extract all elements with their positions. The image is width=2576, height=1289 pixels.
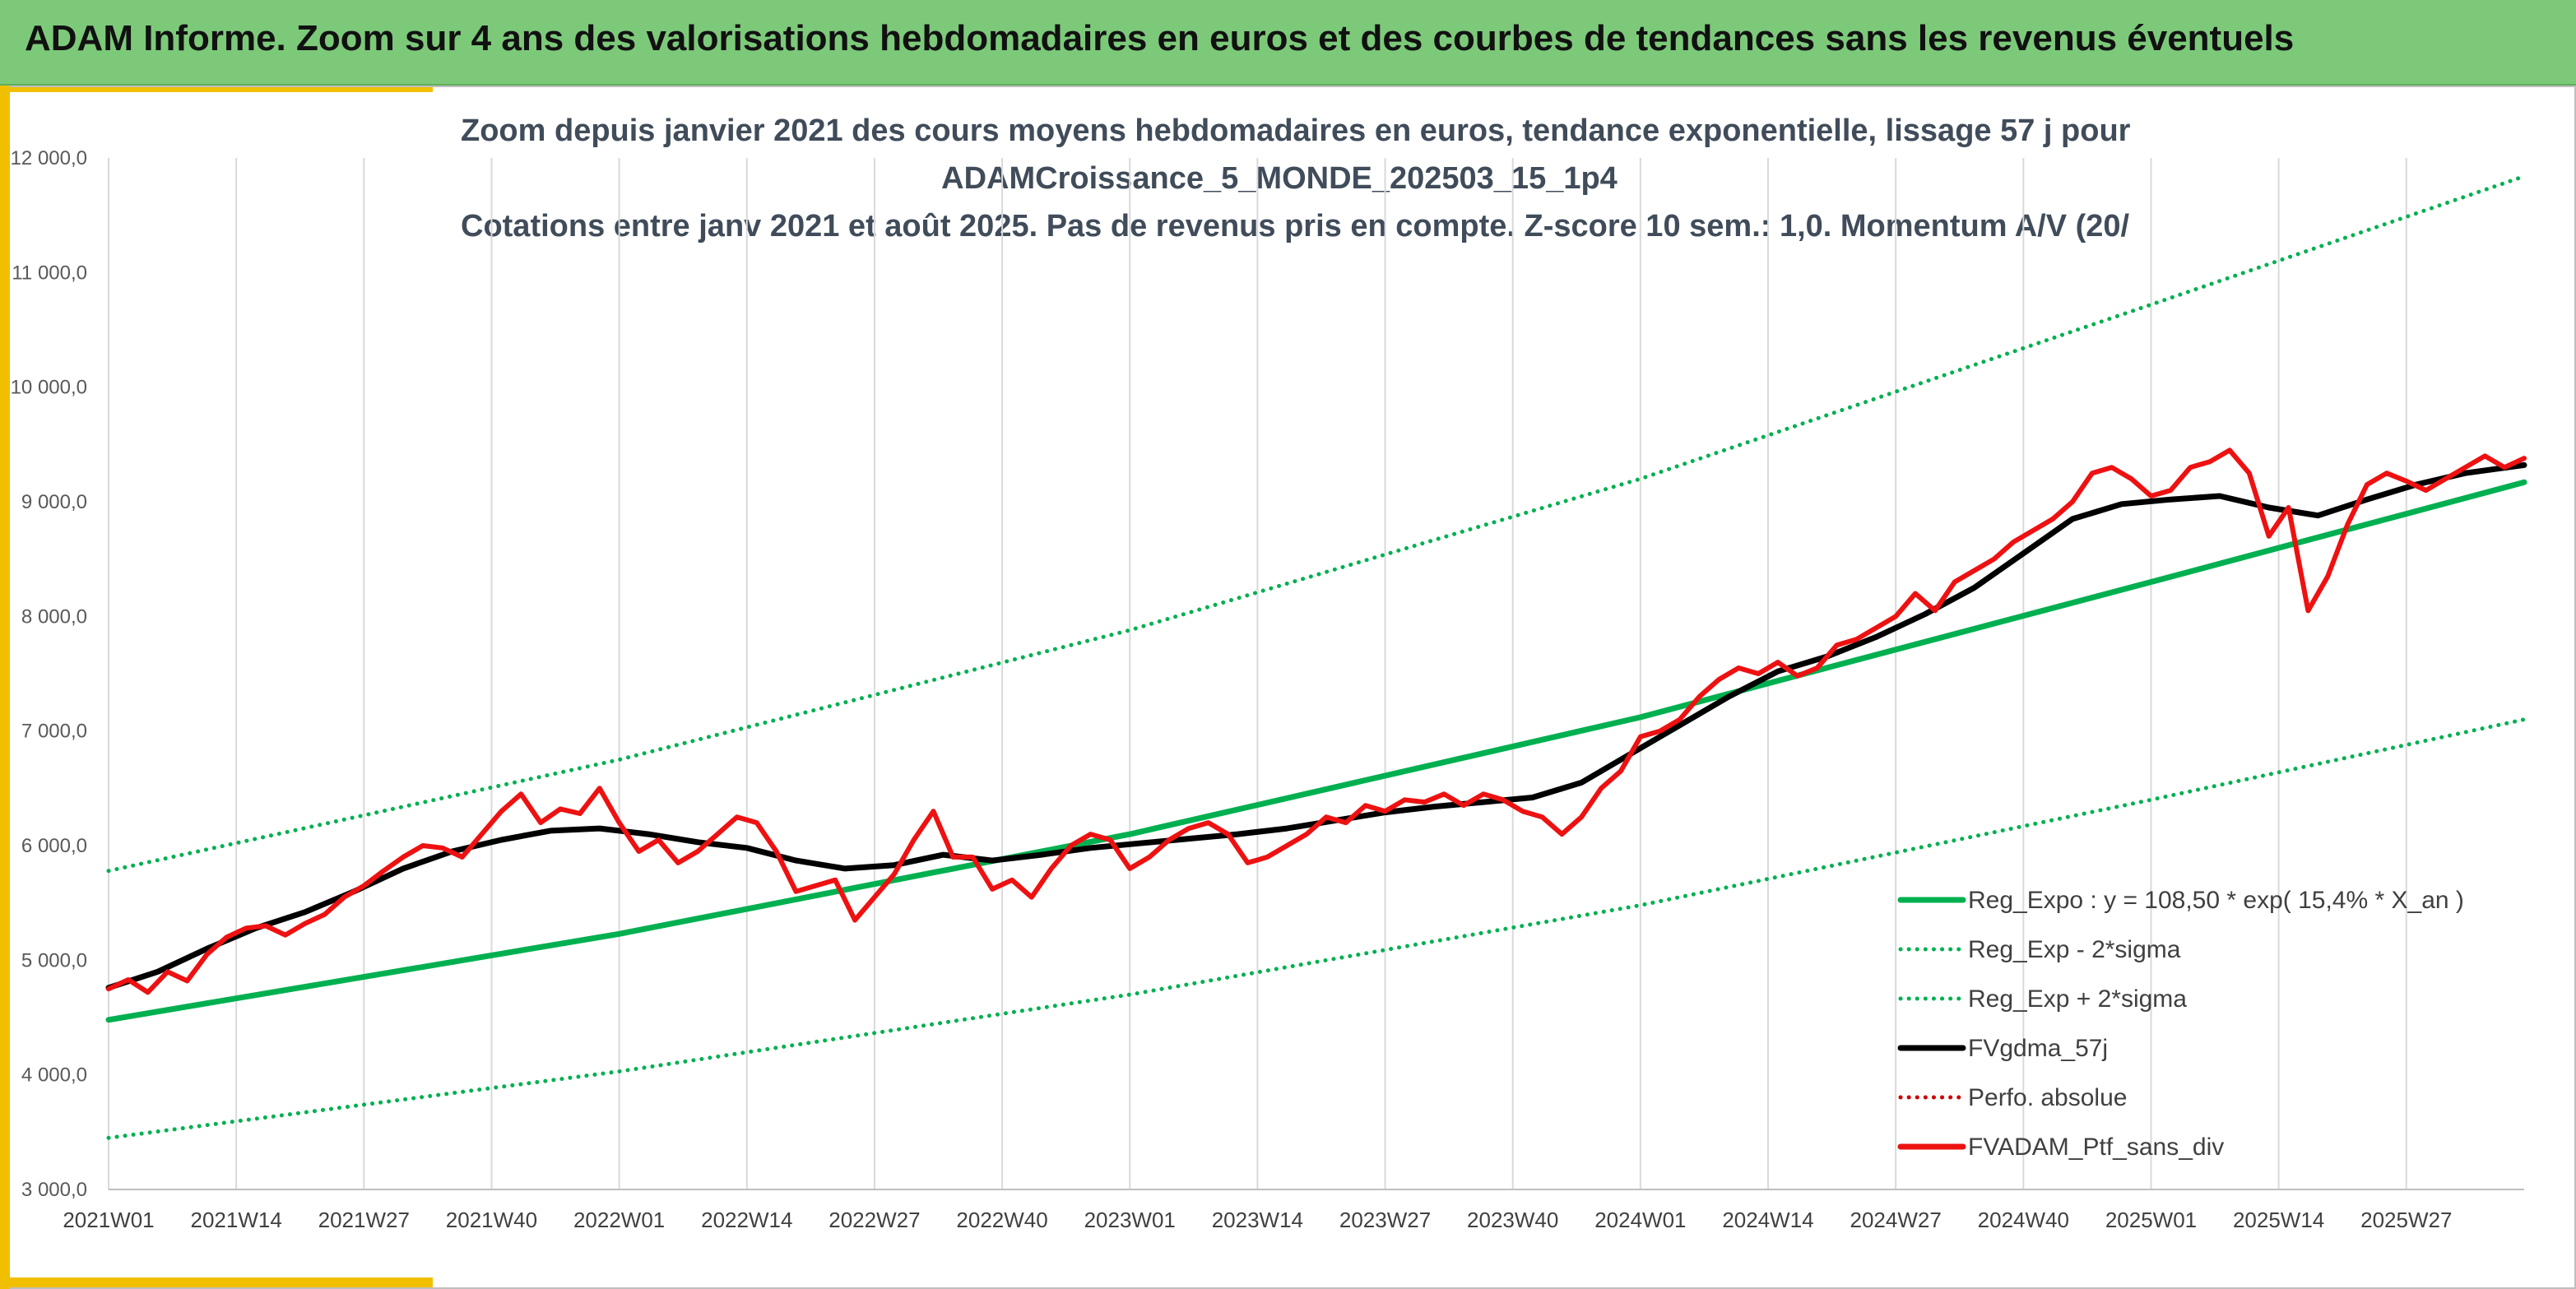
x-tick-label: 2022W27: [828, 1208, 920, 1232]
chart-title-line-3: Cotations entre janv 2021 et août 2025. …: [461, 209, 2130, 243]
legend-label: FVgdma_57j: [1968, 1035, 2108, 1062]
y-tick-label: 9 000,0: [21, 491, 87, 513]
y-axis: 3 000,0 4 000,0 5 000,0 6 000,0 7 000,0 8 000…: [11, 147, 87, 1201]
x-tick-label: 2024W14: [1722, 1208, 1813, 1232]
x-tick-label: 2021W14: [190, 1208, 281, 1232]
x-tick-label: 2023W40: [1467, 1208, 1558, 1232]
y-tick-label: 11 000,0: [12, 262, 87, 284]
gridlines: [108, 158, 2524, 1190]
series-lines: [105, 174, 2527, 1140]
chart-title-line-2: ADAMCroissance_5_MONDE_202503_15_1p4: [941, 161, 1618, 196]
y-tick-label: 12 000,0: [11, 147, 87, 169]
x-axis: 2021W01 2021W14 2021W27 2021W40 2022W01 2022W…: [63, 1208, 2452, 1232]
x-tick-label: 2022W14: [701, 1208, 792, 1232]
x-tick-label: 2025W01: [2105, 1208, 2197, 1232]
y-tick-label: 7 000,0: [21, 721, 87, 743]
x-tick-label: 2024W27: [1850, 1208, 1942, 1232]
y-tick-label: 8 000,0: [21, 605, 87, 628]
accent-bar-top: [0, 86, 433, 92]
series-line-3: [105, 461, 2527, 991]
x-tick-label: 2023W14: [1212, 1208, 1303, 1232]
x-tick-label: 2023W01: [1084, 1208, 1176, 1232]
chart-frame: [10, 86, 2576, 1289]
series-line-1: [106, 717, 2527, 1140]
series-line-4: [106, 447, 2527, 995]
x-tick-label: 2021W27: [318, 1208, 410, 1232]
x-tick-label: 2025W27: [2360, 1208, 2452, 1232]
accent-bar-bottom: [0, 1277, 433, 1289]
legend-label: Reg_Exp - 2*sigma: [1968, 936, 2181, 963]
legend-label: FVADAM_Ptf_sans_div: [1968, 1134, 2224, 1161]
x-tick-label: 2024W01: [1594, 1208, 1686, 1232]
legend: Reg_Expo : y = 108,50 * exp( 15,4% * X_a…: [1897, 887, 2464, 1161]
x-tick-label: 2024W40: [1978, 1208, 2069, 1232]
x-tick-label: 2021W40: [446, 1208, 537, 1232]
series-line-2: [106, 174, 2527, 874]
y-tick-label: 3 000,0: [21, 1179, 87, 1201]
banner-title: ADAM Informe. Zoom sur 4 ans des valoris…: [25, 18, 2295, 58]
y-tick-label: 10 000,0: [11, 377, 87, 399]
y-tick-label: 5 000,0: [21, 949, 87, 971]
series-line-0: [105, 479, 2527, 1023]
legend-label: Perfo. absolue: [1968, 1084, 2127, 1111]
x-tick-label: 2022W01: [573, 1208, 665, 1232]
x-tick-label: 2022W40: [956, 1208, 1047, 1232]
accent-bar-left: [0, 86, 10, 1289]
chart-title-line-1: Zoom depuis janvier 2021 des cours moyen…: [461, 114, 2131, 148]
banner: ADAM Informe. Zoom sur 4 ans des valoris…: [0, 0, 2576, 86]
legend-label: Reg_Expo : y = 108,50 * exp( 15,4% * X_a…: [1968, 887, 2464, 914]
x-tick-label: 2025W14: [2233, 1208, 2324, 1232]
y-tick-label: 6 000,0: [21, 835, 87, 857]
x-tick-label: 2021W01: [63, 1208, 154, 1232]
y-tick-label: 4 000,0: [21, 1064, 87, 1087]
x-tick-label: 2023W27: [1339, 1208, 1431, 1232]
legend-label: Reg_Exp + 2*sigma: [1968, 985, 2187, 1013]
